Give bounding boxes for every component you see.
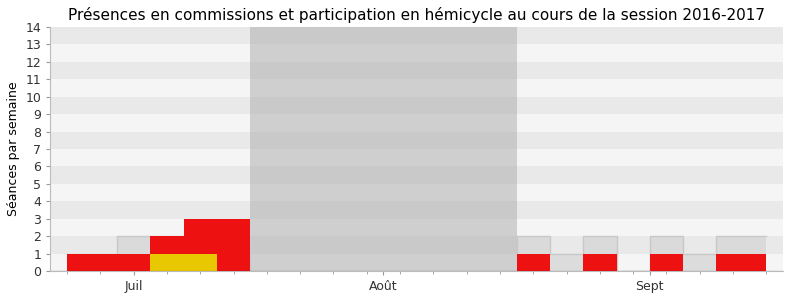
Bar <box>51 114 783 131</box>
Bar <box>51 149 783 166</box>
Bar <box>51 184 783 201</box>
Title: Présences en commissions et participation en hémicycle au cours de la session 20: Présences en commissions et participatio… <box>68 7 766 23</box>
Bar <box>51 27 783 44</box>
Bar <box>51 219 783 236</box>
Bar <box>51 79 783 97</box>
Bar <box>51 167 783 184</box>
Bar <box>51 201 783 219</box>
Bar <box>250 27 517 271</box>
Bar <box>51 254 783 271</box>
Bar <box>51 62 783 79</box>
Bar <box>51 236 783 254</box>
Bar <box>51 44 783 62</box>
Bar <box>51 131 783 149</box>
Y-axis label: Séances par semaine: Séances par semaine <box>7 82 20 216</box>
Bar <box>51 97 783 114</box>
